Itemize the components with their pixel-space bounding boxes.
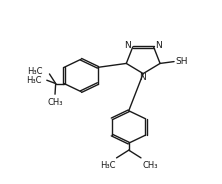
Text: SH: SH — [176, 57, 188, 66]
Text: H₃C: H₃C — [100, 161, 115, 170]
Text: H₃C: H₃C — [27, 67, 42, 76]
Text: CH₃: CH₃ — [47, 98, 63, 107]
Text: N: N — [125, 41, 131, 50]
Text: H₃C: H₃C — [26, 76, 41, 85]
Text: CH₃: CH₃ — [142, 161, 158, 170]
Text: N: N — [139, 73, 146, 82]
Text: N: N — [155, 41, 162, 50]
